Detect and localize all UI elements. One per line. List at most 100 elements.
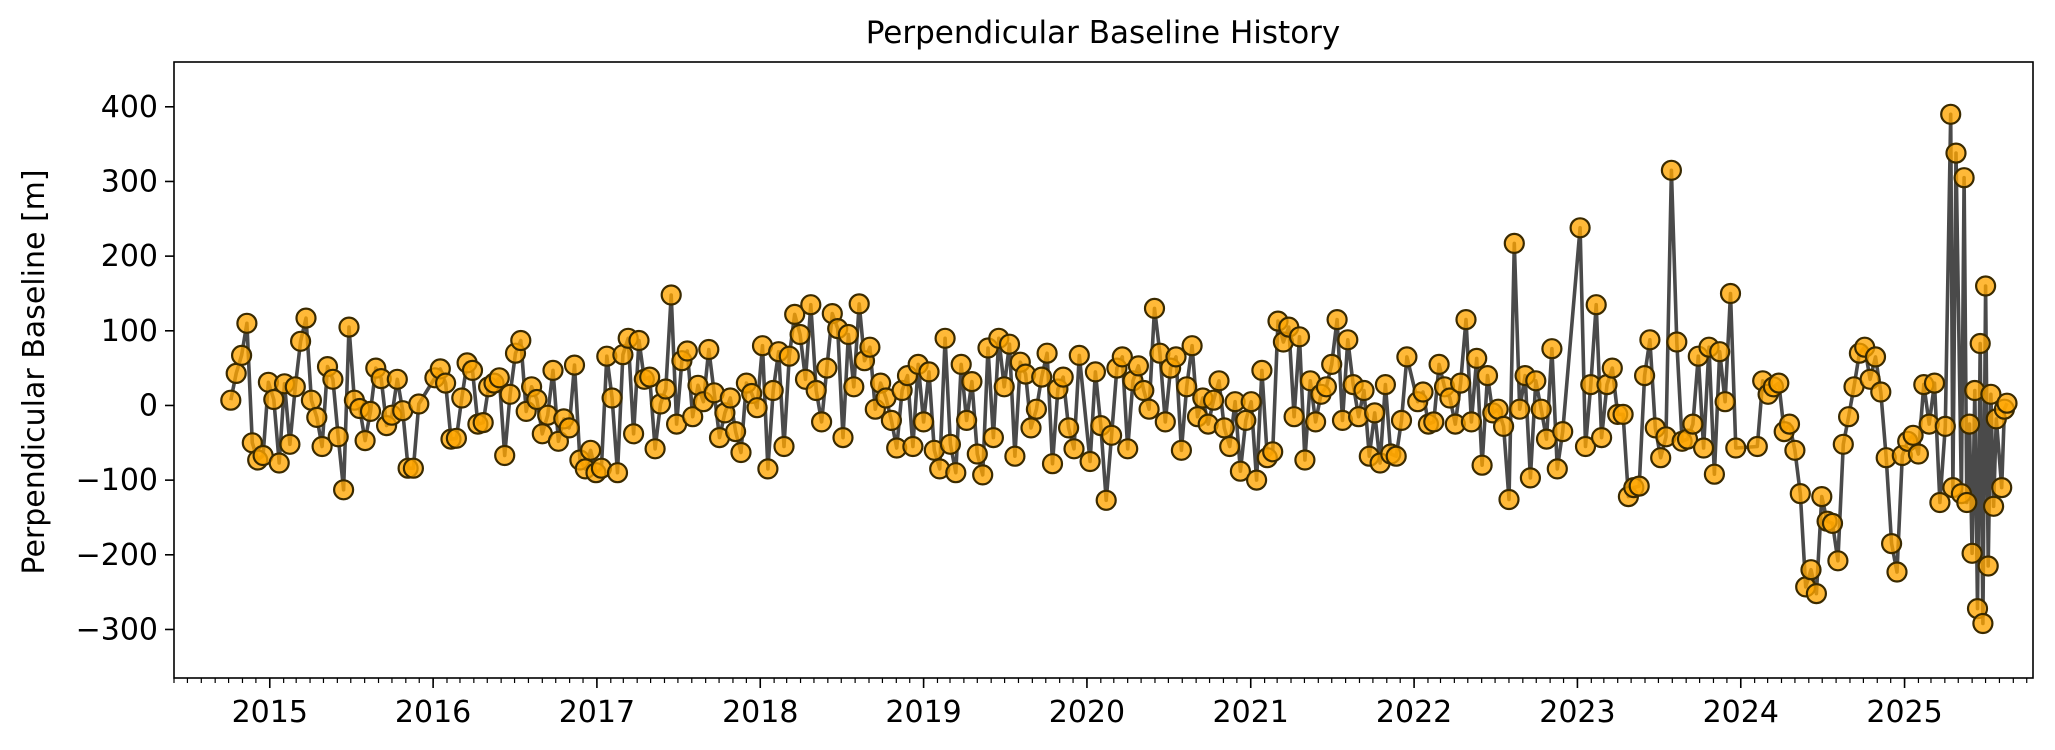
data-point	[1052, 366, 1074, 388]
y-tick-label: −200	[76, 538, 158, 573]
data-point	[231, 344, 253, 366]
data-point	[1827, 550, 1849, 572]
y-tick-label: 100	[101, 314, 158, 349]
data-point	[1385, 445, 1407, 467]
data-point	[338, 316, 360, 338]
data-point	[354, 430, 376, 452]
data-point	[333, 479, 355, 501]
data-point	[682, 406, 704, 428]
data-point	[1004, 445, 1026, 467]
data-point	[1439, 387, 1461, 409]
data-point	[1213, 417, 1235, 439]
data-point	[295, 307, 317, 329]
data-point	[1530, 398, 1552, 420]
data-point	[1639, 329, 1661, 351]
data-point	[1262, 441, 1284, 463]
data-point	[660, 284, 682, 306]
data-point	[1805, 582, 1828, 605]
data-point	[1956, 491, 1978, 514]
data-point	[1364, 402, 1386, 424]
data-point	[472, 412, 494, 434]
data-point	[300, 389, 322, 411]
y-tick-label: 0	[139, 388, 158, 423]
data-point	[746, 397, 768, 419]
data-point	[982, 427, 1005, 449]
data-point	[1650, 447, 1672, 469]
data-point	[1288, 326, 1311, 348]
data-point	[1719, 282, 1742, 305]
data-point	[1133, 379, 1155, 402]
data-point	[1235, 409, 1257, 431]
data-point	[998, 333, 1021, 355]
data-point	[1165, 346, 1187, 368]
data-point	[961, 371, 983, 393]
y-tick-label: 300	[101, 164, 158, 199]
data-point	[1498, 488, 1520, 511]
data-point	[1025, 398, 1048, 420]
x-tick-label: 2019	[885, 695, 961, 730]
data-point	[1143, 297, 1166, 319]
data-point	[939, 433, 962, 455]
data-point	[724, 421, 747, 443]
data-point	[1746, 435, 1768, 458]
data-point	[268, 452, 290, 474]
data-point	[1283, 406, 1305, 428]
data-point	[1958, 413, 1981, 435]
data-point	[1972, 612, 1994, 635]
data-point	[1991, 477, 2013, 499]
data-point	[1811, 486, 1833, 508]
data-point	[622, 423, 645, 445]
data-point	[1778, 413, 1801, 435]
data-point	[1095, 489, 1117, 511]
data-point	[290, 330, 312, 352]
data-point	[934, 327, 956, 349]
data-point	[1208, 370, 1230, 392]
data-point	[1127, 355, 1150, 377]
y-tick-label: −100	[76, 463, 158, 498]
data-point	[1229, 460, 1252, 482]
data-point	[1245, 469, 1268, 491]
data-point	[1980, 383, 2002, 405]
x-tick-label: 2017	[559, 695, 635, 730]
data-point	[1466, 347, 1488, 369]
data-point	[859, 336, 881, 358]
data-point	[1886, 561, 1908, 583]
data-point	[966, 443, 988, 465]
data-point	[1628, 475, 1650, 497]
data-point	[1100, 424, 1123, 446]
data-point	[1682, 413, 1704, 435]
data-point	[1784, 439, 1806, 461]
data-point	[1138, 398, 1160, 420]
data-point	[1870, 381, 1892, 403]
data-point	[918, 361, 940, 383]
x-tick-label: 2024	[1703, 695, 1779, 730]
data-point	[1923, 372, 1946, 394]
data-point	[220, 389, 242, 411]
data-point	[327, 426, 349, 448]
data-point	[1800, 559, 1822, 581]
data-point	[1084, 361, 1107, 383]
data-point	[1326, 309, 1348, 331]
data-point	[1304, 411, 1327, 433]
data-point	[1449, 372, 1472, 394]
data-point	[837, 323, 860, 346]
data-point	[1519, 467, 1542, 489]
data-point	[1219, 435, 1241, 458]
data-point	[1703, 463, 1726, 485]
data-point	[579, 439, 602, 461]
data-point	[1503, 232, 1525, 254]
y-tick-label: −300	[76, 612, 158, 647]
data-point	[993, 376, 1015, 398]
data-point	[1725, 437, 1747, 459]
data-point	[676, 340, 698, 362]
data-point	[306, 406, 328, 428]
data-point	[563, 354, 586, 376]
data-point	[1111, 346, 1133, 368]
data-point	[1996, 392, 2018, 414]
data-point	[1117, 438, 1139, 460]
data-point	[1428, 353, 1450, 375]
data-point	[1929, 491, 1951, 514]
x-tick-label: 2015	[232, 695, 308, 730]
data-point	[698, 338, 720, 361]
data-point	[1982, 495, 2005, 517]
